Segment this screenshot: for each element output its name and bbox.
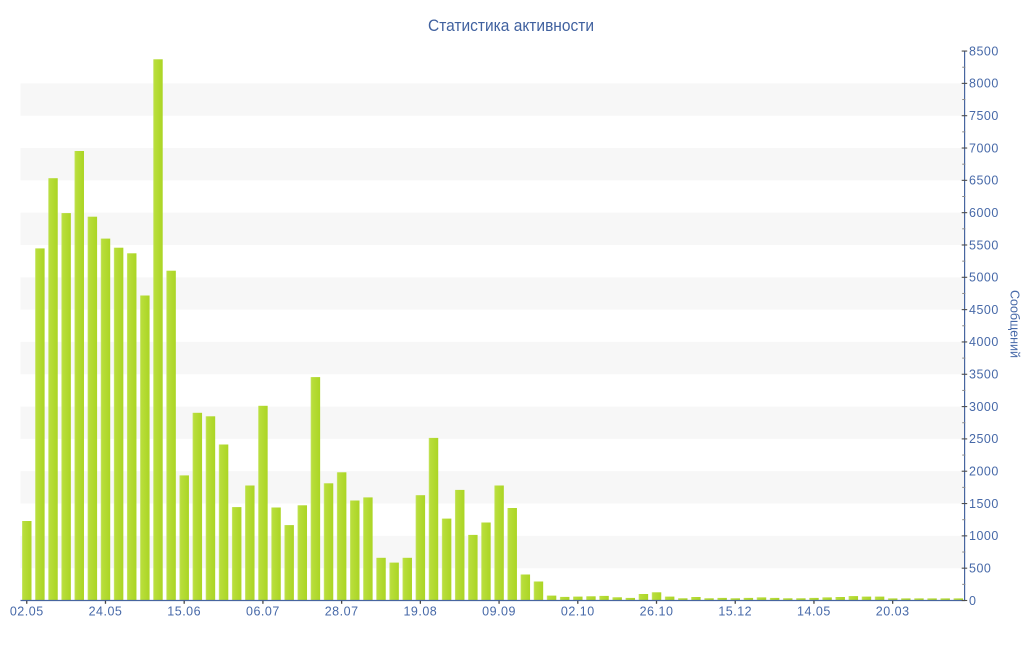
- svg-text:4500: 4500: [969, 303, 999, 317]
- svg-text:Статистика активности: Статистика активности: [428, 16, 594, 35]
- svg-text:14.05: 14.05: [797, 604, 831, 618]
- svg-text:2000: 2000: [969, 465, 999, 479]
- svg-text:15.12: 15.12: [718, 604, 752, 618]
- svg-text:2500: 2500: [969, 432, 999, 446]
- svg-text:4000: 4000: [969, 335, 999, 349]
- svg-text:1500: 1500: [969, 497, 999, 511]
- svg-text:5000: 5000: [969, 271, 999, 285]
- svg-text:1000: 1000: [969, 529, 999, 543]
- svg-text:26.10: 26.10: [640, 604, 674, 618]
- svg-text:3000: 3000: [969, 400, 999, 414]
- svg-text:06.07: 06.07: [246, 604, 280, 618]
- svg-text:8000: 8000: [969, 77, 999, 91]
- svg-text:0: 0: [969, 594, 976, 608]
- svg-text:02.05: 02.05: [10, 604, 44, 618]
- svg-text:24.05: 24.05: [89, 604, 123, 618]
- svg-text:19.08: 19.08: [403, 604, 437, 618]
- svg-text:500: 500: [969, 561, 991, 575]
- svg-text:3500: 3500: [969, 368, 999, 382]
- svg-text:7000: 7000: [969, 141, 999, 155]
- svg-text:20.03: 20.03: [876, 604, 910, 618]
- svg-text:Сообщений: Сообщений: [1008, 290, 1022, 358]
- svg-text:02.10: 02.10: [561, 604, 595, 618]
- svg-text:09.09: 09.09: [482, 604, 516, 618]
- svg-text:15.06: 15.06: [167, 604, 201, 618]
- svg-text:28.07: 28.07: [325, 604, 359, 618]
- svg-text:6500: 6500: [969, 174, 999, 188]
- svg-text:8500: 8500: [969, 44, 999, 58]
- svg-text:6000: 6000: [969, 206, 999, 220]
- svg-text:5500: 5500: [969, 238, 999, 252]
- svg-text:7500: 7500: [969, 109, 999, 123]
